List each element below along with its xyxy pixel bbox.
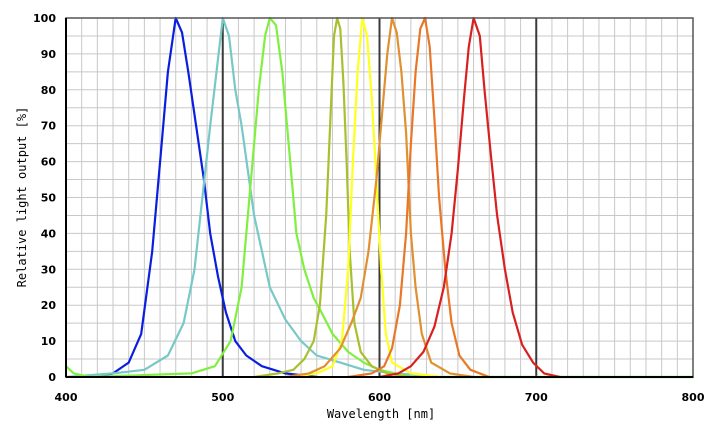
series-line-6 [284, 16, 475, 379]
y-tick-label: 50 [41, 192, 57, 205]
y-tick-label: 20 [41, 299, 57, 312]
y-tick-label: 100 [33, 12, 56, 25]
y-tick-label: 0 [48, 371, 56, 384]
y-tick-label: 90 [41, 48, 57, 61]
x-tick-label: 500 [211, 391, 234, 404]
y-tick-label: 80 [41, 84, 57, 97]
x-axis-title: Wavelength [nm] [327, 407, 435, 421]
x-tick-label: 400 [55, 391, 78, 404]
y-tick-label: 60 [41, 156, 57, 169]
x-tick-label: 600 [368, 391, 391, 404]
y-tick-label: 70 [41, 120, 57, 133]
x-tick-label: 800 [682, 391, 705, 404]
series-line-1 [96, 16, 318, 379]
series-line-3 [64, 16, 695, 379]
series-line-7 [347, 16, 491, 379]
y-tick-label: 10 [41, 335, 57, 348]
plot-frame [65, 17, 694, 378]
series-line-5 [292, 16, 444, 379]
tick-labels: 0 10 20 30 40 50 60 70 80 90 100 400 500 600 700 800 [33, 12, 705, 404]
y-tick-label: 30 [41, 263, 57, 276]
y-tick-label: 40 [41, 227, 57, 240]
series-group [64, 16, 695, 379]
y-axis-title: Relative light output [%] [15, 107, 29, 288]
major-gridlines [221, 18, 538, 377]
series-line-2 [64, 16, 695, 379]
x-tick-label: 700 [525, 391, 548, 404]
